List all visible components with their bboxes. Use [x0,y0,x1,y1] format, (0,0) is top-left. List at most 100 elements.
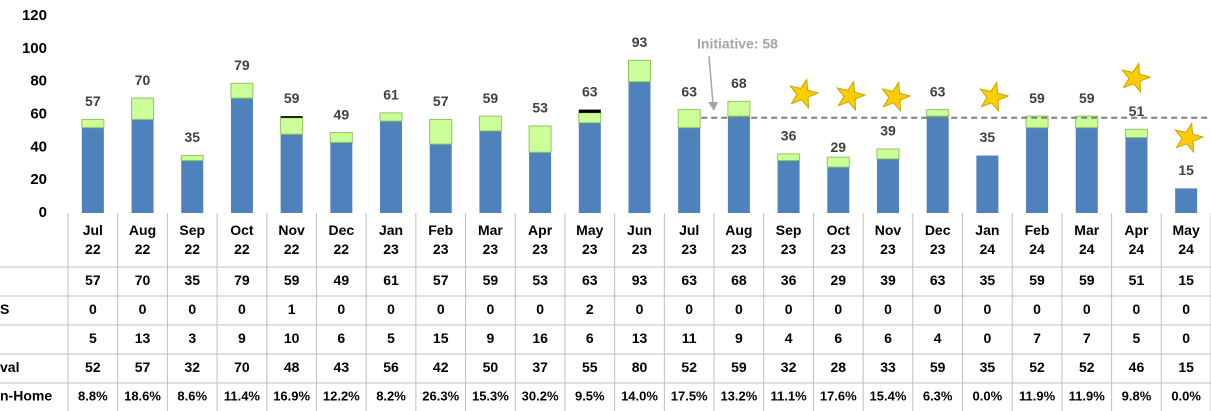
table-cell: 59 [731,359,747,375]
category-text: Dec 23 [924,222,951,257]
table-cell: 5 [1133,330,1141,346]
category-text: Oct 23 [826,222,850,257]
category-label: Aug 22 [118,213,168,267]
total-label: 68 [731,75,747,91]
category-text: Jul 23 [679,222,700,257]
table-cell: 70 [234,359,250,375]
total-label: 53 [532,100,548,116]
table-cell: 48 [284,359,300,375]
table-cell: 5 [89,330,97,346]
category-label: Oct 22 [217,213,267,267]
bar-segment [479,130,502,213]
table-cell: 5 [387,330,395,346]
table-cell: 0 [1033,301,1041,317]
table-cell: 4 [934,330,942,346]
category-text: Sep 22 [179,222,206,257]
y-tick-label: 120 [22,7,47,24]
table-cell: 0 [1083,301,1091,317]
bar-segment [826,156,850,168]
bar-segment [379,112,403,122]
category-label: Nov 22 [267,213,317,267]
table-cell: 0 [139,301,147,317]
bar-segment [131,97,155,120]
bar-segment [1026,127,1049,213]
total-label: 57 [85,93,101,109]
annotation-text: Initiative: 58 [697,36,778,52]
table-cell: 6 [586,330,594,346]
table-cell: 8.8% [78,388,108,403]
star [979,81,1010,113]
table-cell: 0 [337,301,345,317]
table-cell: 0 [834,301,842,317]
table-cell: 17.6% [820,388,857,403]
table-cell: 52 [1029,359,1045,375]
total-label: 59 [483,90,499,106]
table-cell: 0 [636,301,644,317]
bar-segment [976,155,999,213]
category-label: Mar 23 [466,213,516,267]
table-cell: 0 [1182,301,1190,317]
table-cell: 55 [582,359,598,375]
table-cell: 51 [1129,272,1145,288]
category-label: Jan 24 [963,213,1013,267]
category-text: May 23 [576,222,604,257]
table-cell: 0 [785,301,793,317]
table-cell: 13 [632,330,648,346]
table-cell: 61 [383,272,399,288]
category-text: Feb 24 [1024,222,1050,257]
category-text: Mar 24 [1074,222,1100,257]
table-cell: 52 [1079,359,1095,375]
table-cell: 7 [1083,330,1091,346]
table-cell: 8.6% [177,388,207,403]
table-cell: 3 [188,330,196,346]
table-cell: 59 [1029,272,1045,288]
category-label: May 24 [1161,213,1211,267]
star [1121,62,1152,94]
bar-segment [926,109,950,117]
category-text: May 24 [1172,222,1200,257]
total-label: 63 [930,83,946,99]
category-label: Nov 23 [863,213,913,267]
total-label: 57 [433,93,449,109]
row-label: n-Home [0,388,52,404]
table-cell: 35 [980,272,996,288]
table-cell: 9 [487,330,495,346]
bar-segment [777,153,801,161]
category-text: Oct 22 [230,222,254,257]
total-label: 35 [184,129,200,145]
total-label: 61 [383,87,399,103]
bar-segment [478,115,502,132]
row-label: S [0,301,9,317]
category-label: May 23 [565,213,615,267]
table-cell: 35 [184,272,200,288]
star [881,81,912,113]
table-cell: 0 [188,301,196,317]
table-cell: 57 [135,359,151,375]
table-cell: 37 [532,359,548,375]
table-cell: 70 [135,272,151,288]
category-text: Jan 24 [975,222,1000,257]
table-cell: 7 [1033,330,1041,346]
table-cell: 0.0% [1171,388,1201,403]
category-text: Dec 22 [328,222,355,257]
y-tick-label: 40 [30,138,47,155]
category-label: Aug 23 [714,213,764,267]
bar-segment [578,122,601,213]
bar-segment [280,116,303,118]
table-cell: 39 [880,272,896,288]
total-label: 49 [334,106,350,122]
category-text: Apr 24 [1124,222,1149,257]
bar-segment [330,142,353,213]
bar-segment [876,158,899,213]
category-label: Apr 23 [515,213,565,267]
bar-segment [180,155,204,161]
category-text: Nov 23 [874,222,902,257]
total-label: 51 [1129,103,1145,119]
category-label: Mar 24 [1062,213,1112,267]
table-cell: 9.8% [1122,388,1152,403]
bar-segment [528,125,552,153]
table-cell: 0 [934,301,942,317]
table-cell: 30.2% [522,388,559,403]
star [789,78,820,110]
table-cell: 36 [781,272,797,288]
